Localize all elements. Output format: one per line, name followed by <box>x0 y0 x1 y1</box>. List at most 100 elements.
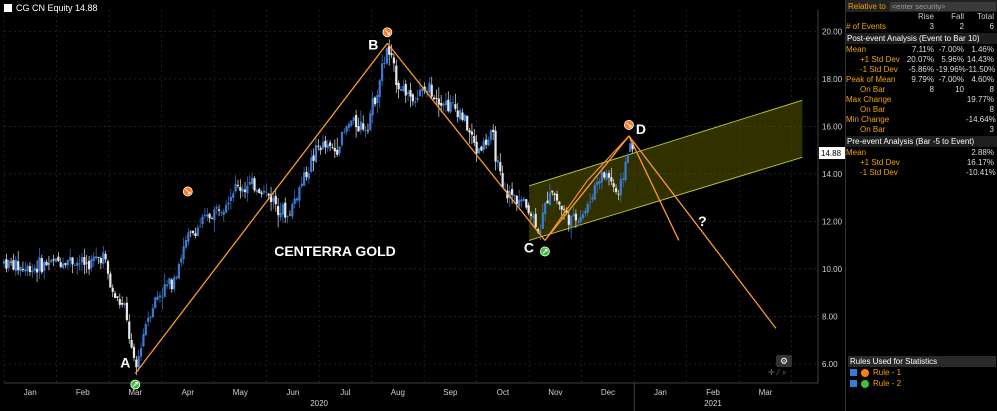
candle-body <box>447 99 450 112</box>
y-tick-label: 14.00 <box>822 170 843 179</box>
candle-body <box>560 205 563 210</box>
rule-1-item[interactable]: Rule - 1 <box>848 367 996 378</box>
candle-body <box>617 193 620 195</box>
candle-body <box>225 204 228 213</box>
candle-body <box>373 97 377 105</box>
x-month-label: Jun <box>286 388 299 397</box>
candle-body <box>508 191 511 198</box>
relative-to-row: Relative to <enter security> <box>846 0 997 12</box>
candle-body <box>305 171 308 178</box>
candle-body <box>525 199 528 208</box>
abcd-leg-line <box>544 135 630 241</box>
row-value: -14.64% <box>966 115 996 124</box>
candle-body <box>392 57 396 64</box>
rules-title: Rules Used for Statistics <box>848 356 996 367</box>
x-month-label: Mar <box>759 388 773 397</box>
row-value <box>906 115 936 125</box>
candle-body <box>40 258 43 273</box>
row-value: 2.88% <box>971 148 994 157</box>
candle-body <box>477 148 481 154</box>
candle-body <box>610 177 613 182</box>
x-month-label: Sep <box>443 388 458 397</box>
candle-body <box>38 257 41 271</box>
candle-body <box>326 144 329 149</box>
candle-body <box>454 104 457 109</box>
candle-body <box>113 293 117 298</box>
stat-row: +1 Std Dev 20.07% 5.96% 14.43% <box>846 55 997 65</box>
candle-body <box>170 279 173 290</box>
candle-body <box>340 132 344 146</box>
candle-body <box>139 348 143 357</box>
candle-body <box>168 278 171 285</box>
candle-body <box>99 258 102 264</box>
candle-body <box>19 266 22 271</box>
candle-body <box>307 173 310 179</box>
candle-body <box>151 308 154 317</box>
candle-body <box>24 269 27 272</box>
security-input[interactable]: <enter security> <box>889 1 996 11</box>
candle-body <box>544 202 547 214</box>
rule-2-checkbox[interactable] <box>850 380 857 387</box>
candle-body <box>534 213 537 228</box>
row-label: Mean <box>846 45 867 54</box>
candle-body <box>411 94 414 102</box>
candle-body <box>605 173 608 180</box>
stat-row: Mean 7.11% -7.00% 1.46% <box>846 45 997 55</box>
row-value <box>906 125 936 135</box>
candle-body <box>208 213 211 219</box>
candle-body <box>612 183 615 188</box>
x-month-label: Dec <box>601 388 615 397</box>
candle-body <box>43 262 46 272</box>
candle-body <box>7 260 10 268</box>
settings-gear-icon[interactable]: ⚙ <box>776 355 792 367</box>
row-value: -10.41% <box>966 168 996 177</box>
rule-2-item[interactable]: Rule - 2 <box>848 378 996 389</box>
candle-body <box>57 256 60 262</box>
candle-body <box>603 172 606 178</box>
draw-icon[interactable]: ⁄ <box>777 368 780 377</box>
candle-body <box>459 110 462 120</box>
row-value: 3 <box>989 125 994 134</box>
candle-body <box>430 84 433 97</box>
point-label-d: D <box>636 121 646 137</box>
candle-body <box>414 101 417 103</box>
candle-body <box>570 215 573 227</box>
stat-row: Mean 2.88% <box>846 148 997 158</box>
candle-body <box>50 260 53 263</box>
candle-body <box>480 146 483 151</box>
last-price-tag <box>819 147 845 160</box>
candle-body <box>629 143 632 152</box>
candle-body <box>591 197 594 200</box>
row-label: Max Change <box>846 95 892 104</box>
candle-body <box>390 53 393 56</box>
candle-body <box>217 209 221 211</box>
inner-zigzag-line <box>544 180 588 241</box>
candle-body <box>194 233 197 236</box>
row-value: 8 <box>989 85 994 94</box>
candle-body <box>116 296 119 298</box>
col-total: Total <box>977 12 994 21</box>
candle-body <box>622 178 625 180</box>
rule-1-checkbox[interactable] <box>850 369 857 376</box>
candle-body <box>262 190 266 193</box>
x-month-label: Mar <box>128 388 142 397</box>
candle-body <box>329 142 332 147</box>
zoom-icon[interactable]: ⌕ <box>782 368 787 377</box>
candle-body <box>312 155 315 161</box>
candle-body <box>182 246 185 260</box>
candle-body <box>284 202 287 218</box>
candle-body <box>336 149 339 155</box>
row-value <box>936 105 966 115</box>
candle-body <box>333 147 336 152</box>
candle-body <box>371 98 374 116</box>
x-month-label: Aug <box>391 388 405 397</box>
y-tick-label: 20.00 <box>822 27 843 36</box>
candle-body <box>600 171 603 183</box>
crosshair-icon[interactable]: ✛ <box>768 368 775 377</box>
x-month-label: Nov <box>548 388 562 397</box>
candle-body <box>425 90 429 93</box>
candle-body <box>137 356 140 368</box>
row-value <box>936 168 966 178</box>
candle-body <box>399 89 403 91</box>
row-label: Peak of Mean <box>846 75 896 84</box>
